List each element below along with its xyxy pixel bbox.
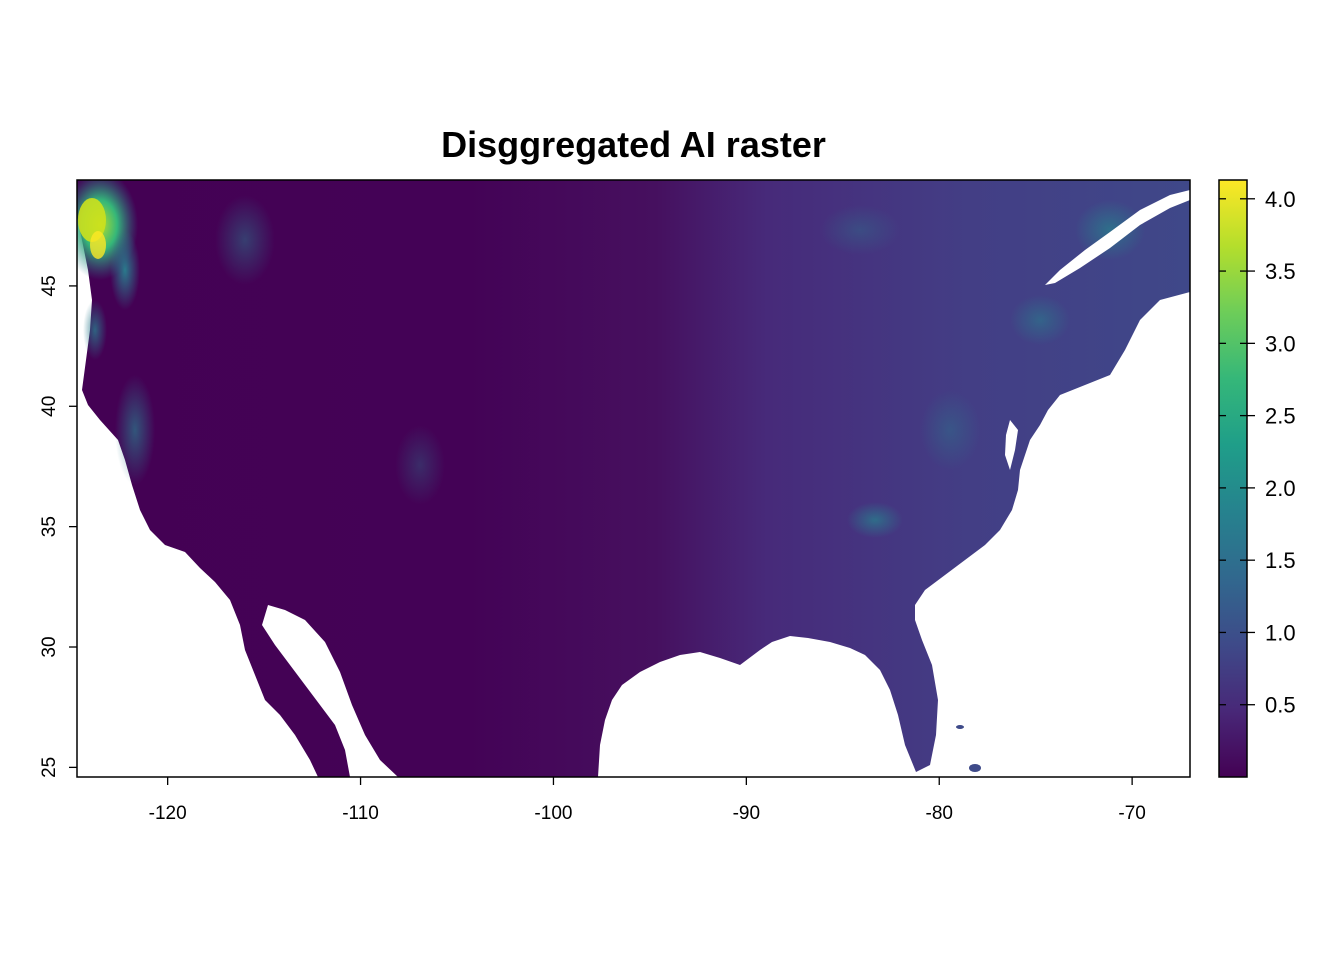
- y-tick-label: 30: [39, 636, 60, 657]
- legend-tick-label: 0.5: [1265, 693, 1296, 718]
- legend-tick-label: 2.0: [1265, 476, 1296, 501]
- legend-tick-label: 3.0: [1265, 331, 1296, 356]
- plot-frame: [76, 179, 1191, 778]
- legend-tick-label: 1.0: [1265, 620, 1296, 645]
- x-tick-label: -100: [534, 803, 572, 824]
- legend-tick-label: 4.0: [1265, 187, 1296, 212]
- x-tick-label: -120: [149, 803, 187, 824]
- ai-raster: [77, 180, 1190, 777]
- x-tick-label: -90: [733, 803, 760, 824]
- x-axis: -120 -110 -100 -90 -80 -70: [149, 777, 1146, 824]
- legend-tick-label: 2.5: [1265, 404, 1296, 429]
- map-title: Disggregated AI raster: [441, 124, 826, 165]
- legend-frame: [1218, 179, 1248, 778]
- y-tick-label: 35: [39, 516, 60, 537]
- legend-tick-label: 3.5: [1265, 259, 1296, 284]
- y-tick-label: 25: [39, 757, 60, 778]
- x-tick-label: -110: [342, 803, 379, 824]
- y-axis: 25 30 35 40 45: [39, 275, 77, 778]
- y-tick-label: 40: [39, 396, 60, 417]
- legend-tick-label: 1.5: [1265, 548, 1296, 573]
- x-tick-label: -80: [926, 803, 953, 824]
- x-tick-label: -70: [1118, 803, 1145, 824]
- y-tick-label: 45: [39, 275, 60, 296]
- color-legend: 0.5 1.0 1.5 2.0 2.5 3.0 3.5 4.0: [1218, 179, 1296, 778]
- legend-colorbar: [1219, 180, 1247, 777]
- legend-ticks: 0.5 1.0 1.5 2.0 2.5 3.0 3.5 4.0: [1219, 187, 1296, 718]
- land-mass: [77, 180, 1190, 777]
